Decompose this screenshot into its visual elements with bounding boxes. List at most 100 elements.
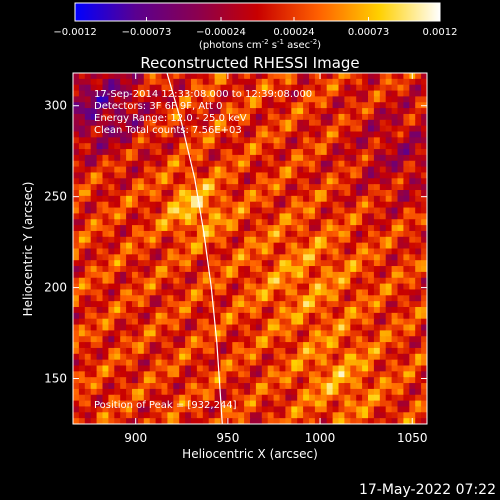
heatmap-cell <box>373 260 381 267</box>
heatmap-cell <box>238 388 245 396</box>
heatmap-cell <box>314 195 322 203</box>
heatmap-cell <box>273 371 281 378</box>
heatmap-cell <box>338 96 345 103</box>
heatmap-cell <box>137 213 145 220</box>
heatmap-cell <box>385 160 393 168</box>
heatmap-cell <box>238 201 245 209</box>
heatmap-cell <box>356 400 363 408</box>
heatmap-cell <box>232 119 239 127</box>
heatmap-cell <box>208 230 216 238</box>
heatmap-cell <box>167 160 174 168</box>
heatmap-cell <box>196 78 204 86</box>
heatmap-cell <box>338 102 345 109</box>
heatmap-cell <box>403 301 410 308</box>
heatmap-cell <box>291 418 298 424</box>
heatmap-cell <box>332 412 340 419</box>
heatmap-cell <box>179 400 186 408</box>
heatmap-cell <box>84 154 92 162</box>
heatmap-cell <box>421 119 427 127</box>
heatmap-cell <box>267 119 275 127</box>
heatmap-cell <box>332 418 340 424</box>
heatmap-cell <box>373 242 381 250</box>
heatmap-cell <box>255 178 263 185</box>
heatmap-cell <box>415 137 422 144</box>
heatmap-cell <box>326 406 334 413</box>
heatmap-cell <box>126 73 133 80</box>
heatmap-cell <box>196 166 204 174</box>
heatmap-cell <box>244 143 251 150</box>
heatmap-cell <box>303 342 310 349</box>
heatmap-cell <box>332 365 340 372</box>
heatmap-cell <box>397 359 404 367</box>
heatmap-cell <box>90 271 98 279</box>
heatmap-cell <box>279 388 286 396</box>
heatmap-cell <box>220 365 227 372</box>
heatmap-cell <box>403 149 410 156</box>
heatmap-cell <box>279 242 286 250</box>
heatmap-cell <box>73 90 80 97</box>
heatmap-cell <box>314 312 322 320</box>
heatmap-cell <box>397 78 404 86</box>
heatmap-cell <box>179 266 186 273</box>
heatmap-cell <box>291 394 298 402</box>
heatmap-cell <box>214 318 222 326</box>
heatmap-cell <box>137 347 145 355</box>
heatmap-cell <box>232 131 239 138</box>
heatmap-cell <box>220 201 227 209</box>
heatmap-cell <box>143 119 151 127</box>
heatmap-cell <box>78 347 86 355</box>
heatmap-cell <box>350 190 357 197</box>
heatmap-cell <box>185 271 192 279</box>
heatmap-cell <box>391 365 399 372</box>
heatmap-cell <box>120 383 127 390</box>
heatmap-cell <box>356 312 363 320</box>
heatmap-cell <box>273 213 281 220</box>
heatmap-cell <box>202 394 210 402</box>
heatmap-cell <box>155 266 163 273</box>
heatmap-cell <box>120 336 127 343</box>
heatmap-cell <box>114 283 121 291</box>
heatmap-cell <box>368 131 375 138</box>
heatmap-cell <box>332 225 340 232</box>
heatmap-cell <box>161 154 168 162</box>
heatmap-cell <box>232 406 239 413</box>
heatmap-cell <box>114 400 121 408</box>
heatmap-cell <box>173 213 180 220</box>
heatmap-cell <box>208 219 216 226</box>
heatmap-cell <box>238 119 245 127</box>
heatmap-cell <box>338 283 345 291</box>
heatmap-cell <box>297 330 304 337</box>
heatmap-cell <box>185 96 192 103</box>
heatmap-cell <box>279 230 286 238</box>
heatmap-cell <box>155 295 163 302</box>
heatmap-cell <box>285 266 292 273</box>
heatmap-cell <box>291 406 298 413</box>
heatmap-cell <box>344 137 351 144</box>
heatmap-cell <box>285 149 292 156</box>
heatmap-cell <box>238 383 245 390</box>
heatmap-cell <box>391 108 399 115</box>
heatmap-cell <box>185 336 192 343</box>
heatmap-cell <box>126 406 133 413</box>
heatmap-cell <box>73 96 80 103</box>
heatmap-cell <box>338 131 345 138</box>
heatmap-cell <box>373 359 381 367</box>
heatmap-cell <box>73 295 80 302</box>
heatmap-cell <box>202 213 210 220</box>
heatmap-cell <box>344 295 351 302</box>
heatmap-cell <box>244 230 251 238</box>
heatmap-cell <box>332 260 340 267</box>
heatmap-cell <box>403 131 410 138</box>
heatmap-cell <box>120 400 127 408</box>
heatmap-cell <box>238 359 245 367</box>
heatmap-cell <box>338 225 345 232</box>
heatmap-cell <box>326 137 334 144</box>
heatmap-cell <box>362 289 369 296</box>
heatmap-cell <box>409 201 416 209</box>
heatmap-cell <box>73 242 80 250</box>
heatmap-cell <box>338 324 345 331</box>
heatmap-cell <box>238 154 245 162</box>
heatmap-cell <box>291 342 298 349</box>
heatmap-cell <box>238 242 245 250</box>
heatmap-cell <box>96 236 104 244</box>
